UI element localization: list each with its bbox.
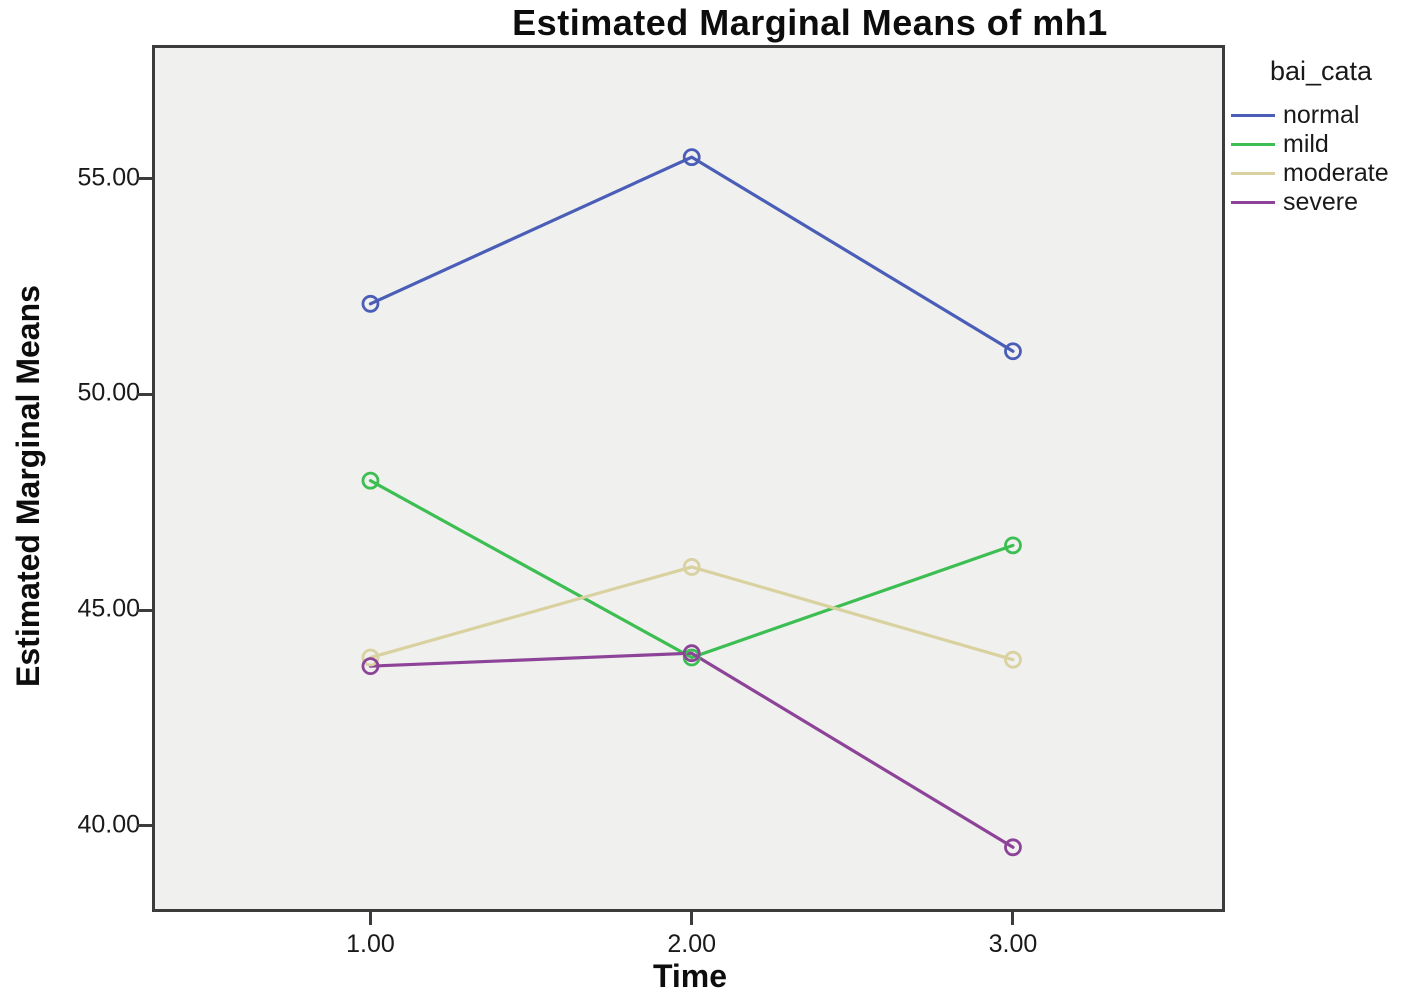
plot-frame	[152, 45, 1225, 912]
x-tick-mark	[1011, 912, 1015, 925]
y-tick-mark	[137, 608, 152, 612]
series-line-normal	[368, 155, 1015, 353]
marker-severe-3.00	[1004, 838, 1022, 857]
y-axis-title: Estimated Marginal Means	[10, 285, 46, 687]
series-line-mild	[368, 479, 1015, 660]
marker-severe-1.00	[361, 657, 380, 676]
marker-severe-2.00	[682, 644, 701, 663]
legend-swatch-mild	[1231, 142, 1275, 146]
x-tick-label: 1.00	[346, 930, 395, 958]
legend-item-label: normal	[1283, 100, 1360, 129]
series-line-severe	[368, 651, 1015, 849]
marker-normal-3.00	[1004, 342, 1022, 361]
marker-mild-1.00	[361, 471, 380, 490]
y-tick-label: 55.00	[77, 163, 140, 192]
plot-canvas	[152, 45, 1225, 912]
x-axis-title: Time	[652, 958, 728, 994]
legend-item: mild	[1231, 129, 1415, 158]
legend-item: severe	[1231, 187, 1415, 216]
legend: bai_cata normal mild moderate severe	[1231, 56, 1415, 219]
y-tick-mark	[137, 824, 152, 828]
y-tick-mark	[137, 177, 152, 181]
series-line-moderate	[368, 565, 1015, 662]
x-tick-label: 2.00	[667, 930, 717, 958]
legend-items: normal mild moderate severe	[1231, 100, 1415, 216]
plot-area	[152, 45, 1225, 912]
marker-normal-2.00	[682, 148, 701, 167]
x-tick-label: 3.00	[988, 930, 1038, 958]
legend-swatch-moderate	[1231, 171, 1275, 175]
y-tick-label: 45.00	[77, 594, 140, 623]
y-tick-label: 40.00	[77, 810, 140, 839]
legend-item: normal	[1231, 100, 1415, 129]
marker-normal-1.00	[361, 294, 380, 313]
legend-item: moderate	[1231, 158, 1415, 187]
y-tick-label: 50.00	[77, 378, 140, 407]
marker-moderate-3.00	[1004, 650, 1022, 669]
legend-item-label: moderate	[1283, 158, 1389, 187]
x-tick-mark	[690, 912, 694, 925]
legend-item-label: severe	[1283, 187, 1359, 216]
x-tick-mark	[368, 912, 372, 925]
marker-mild-3.00	[1004, 536, 1022, 555]
legend-swatch-severe	[1231, 200, 1275, 204]
legend-swatch-normal	[1231, 113, 1275, 117]
marker-moderate-1.00	[361, 648, 380, 667]
y-tick-mark	[137, 392, 152, 396]
marker-moderate-2.00	[682, 558, 701, 576]
legend-title: bai_cata	[1269, 56, 1373, 86]
legend-item-label: mild	[1283, 129, 1329, 158]
chart-title: Estimated Marginal Means of mh1	[512, 2, 1108, 43]
